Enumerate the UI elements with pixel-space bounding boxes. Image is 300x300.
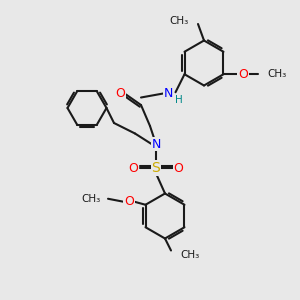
Text: CH₃: CH₃ <box>267 69 286 79</box>
Text: N: N <box>163 87 173 100</box>
Text: O: O <box>238 68 248 81</box>
Text: O: O <box>129 161 138 175</box>
Text: CH₃: CH₃ <box>170 16 189 26</box>
Text: O: O <box>115 86 125 100</box>
Text: CH₃: CH₃ <box>81 194 101 204</box>
Text: O: O <box>174 161 183 175</box>
Text: H: H <box>175 95 182 105</box>
Text: N: N <box>151 137 161 151</box>
Text: CH₃: CH₃ <box>180 250 199 260</box>
Text: S: S <box>152 161 160 175</box>
Text: O: O <box>124 195 134 208</box>
